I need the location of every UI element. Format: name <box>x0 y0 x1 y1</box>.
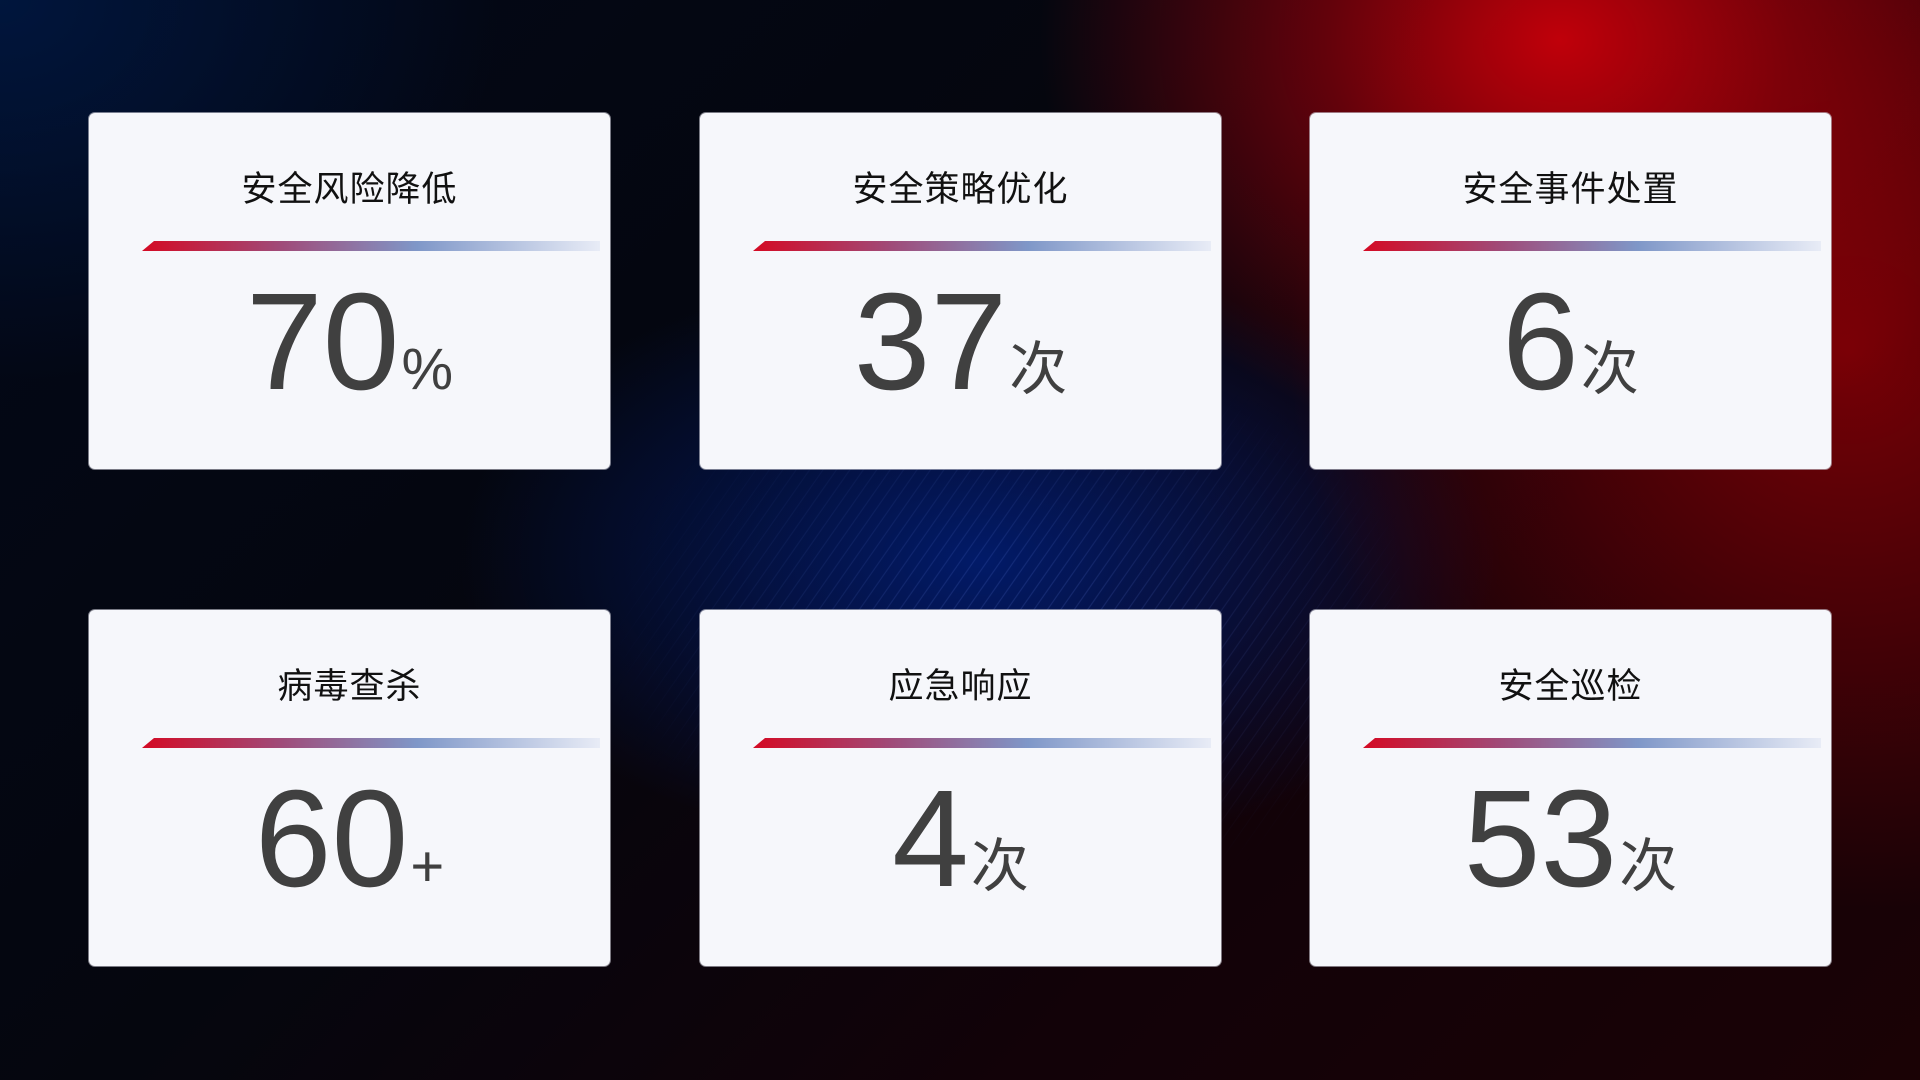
card-value: 37 次 <box>700 273 1221 411</box>
stat-card-risk-reduction: 安全风险降低 70% <box>89 113 610 469</box>
value-unit: 次 <box>1619 834 1678 899</box>
card-divider <box>142 738 600 748</box>
card-divider <box>753 241 1211 251</box>
card-divider <box>753 738 1211 748</box>
card-value: 53 次 <box>1310 770 1831 908</box>
card-value: 70% <box>89 273 610 411</box>
card-divider <box>142 241 600 251</box>
card-title: 病毒查杀 <box>277 667 422 707</box>
card-value: 60 + <box>89 770 610 908</box>
value-unit: % <box>401 337 454 402</box>
value-number: 6 <box>1502 265 1579 419</box>
card-divider <box>1363 241 1821 251</box>
value-unit: 次 <box>1009 337 1068 402</box>
value-number: 60 <box>254 762 409 916</box>
value-number: 37 <box>853 265 1008 419</box>
card-title: 安全事件处置 <box>1462 170 1679 210</box>
card-title: 应急响应 <box>888 667 1033 707</box>
value-number: 4 <box>892 762 969 916</box>
value-number: 53 <box>1463 762 1618 916</box>
value-number: 70 <box>245 265 400 419</box>
stat-card-policy-optimization: 安全策略优化 37 次 <box>700 113 1221 469</box>
card-title: 安全巡检 <box>1498 667 1643 707</box>
value-unit: + <box>410 834 445 899</box>
value-unit: 次 <box>970 834 1029 899</box>
stat-card-virus-removal: 病毒查杀 60 + <box>89 610 610 966</box>
value-unit: 次 <box>1580 337 1639 402</box>
card-title: 安全风险降低 <box>241 170 458 210</box>
card-title: 安全策略优化 <box>852 170 1069 210</box>
stat-card-security-inspection: 安全巡检 53 次 <box>1310 610 1831 966</box>
card-divider <box>1363 738 1821 748</box>
